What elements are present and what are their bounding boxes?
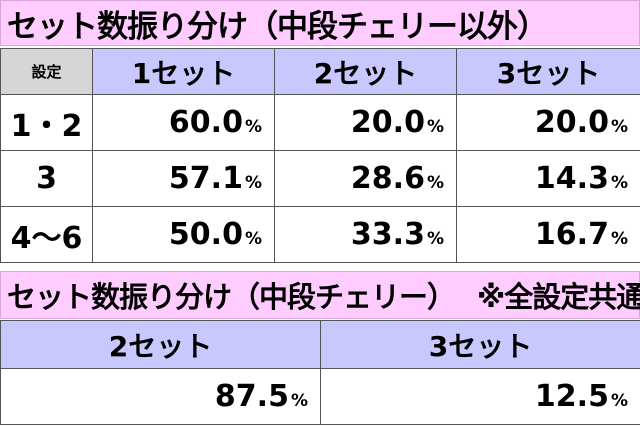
header-2-set: 2セット	[275, 49, 457, 95]
value-cell: 50.0%	[93, 207, 275, 263]
table-row: 87.5% 12.5%	[1, 369, 640, 425]
value-cell: 14.3%	[457, 151, 640, 207]
header-2-set: 2セット	[1, 321, 321, 369]
value-cell: 33.3%	[275, 207, 457, 263]
title-text: セット数振り分け（中段チェリー以外）	[7, 1, 547, 46]
value-cell: 16.7%	[457, 207, 640, 263]
row-setting-label: 3	[1, 151, 93, 207]
note-text: ※全設定共通	[477, 274, 640, 316]
table-row: 4〜6 50.0% 33.3% 16.7%	[1, 207, 640, 263]
value-cell: 60.0%	[93, 95, 275, 151]
value-cell: 87.5%	[1, 369, 321, 425]
section-title-middle-cherry: セット数振り分け（中段チェリー） ※全設定共通	[0, 271, 640, 319]
table-row: 3 57.1% 28.6% 14.3%	[1, 151, 640, 207]
header-3-set: 3セット	[321, 321, 640, 369]
set-distribution-table: 設定 1セット 2セット 3セット 1・2 60.0% 20.0% 20.0% …	[0, 48, 640, 263]
value-cell: 12.5%	[321, 369, 640, 425]
value-cell: 28.6%	[275, 151, 457, 207]
value-cell: 20.0%	[457, 95, 640, 151]
middle-cherry-table: 2セット 3セット 87.5% 12.5%	[0, 320, 640, 425]
title-text: セット数振り分け（中段チェリー）	[7, 274, 455, 316]
table-row: 1・2 60.0% 20.0% 20.0%	[1, 95, 640, 151]
corner-setting-label: 設定	[1, 49, 93, 95]
header-3-set: 3セット	[457, 49, 640, 95]
row-setting-label: 1・2	[1, 95, 93, 151]
section-title-non-middle-cherry: セット数振り分け（中段チェリー以外）	[0, 0, 640, 46]
header-1-set: 1セット	[93, 49, 275, 95]
row-setting-label: 4〜6	[1, 207, 93, 263]
value-cell: 57.1%	[93, 151, 275, 207]
value-cell: 20.0%	[275, 95, 457, 151]
